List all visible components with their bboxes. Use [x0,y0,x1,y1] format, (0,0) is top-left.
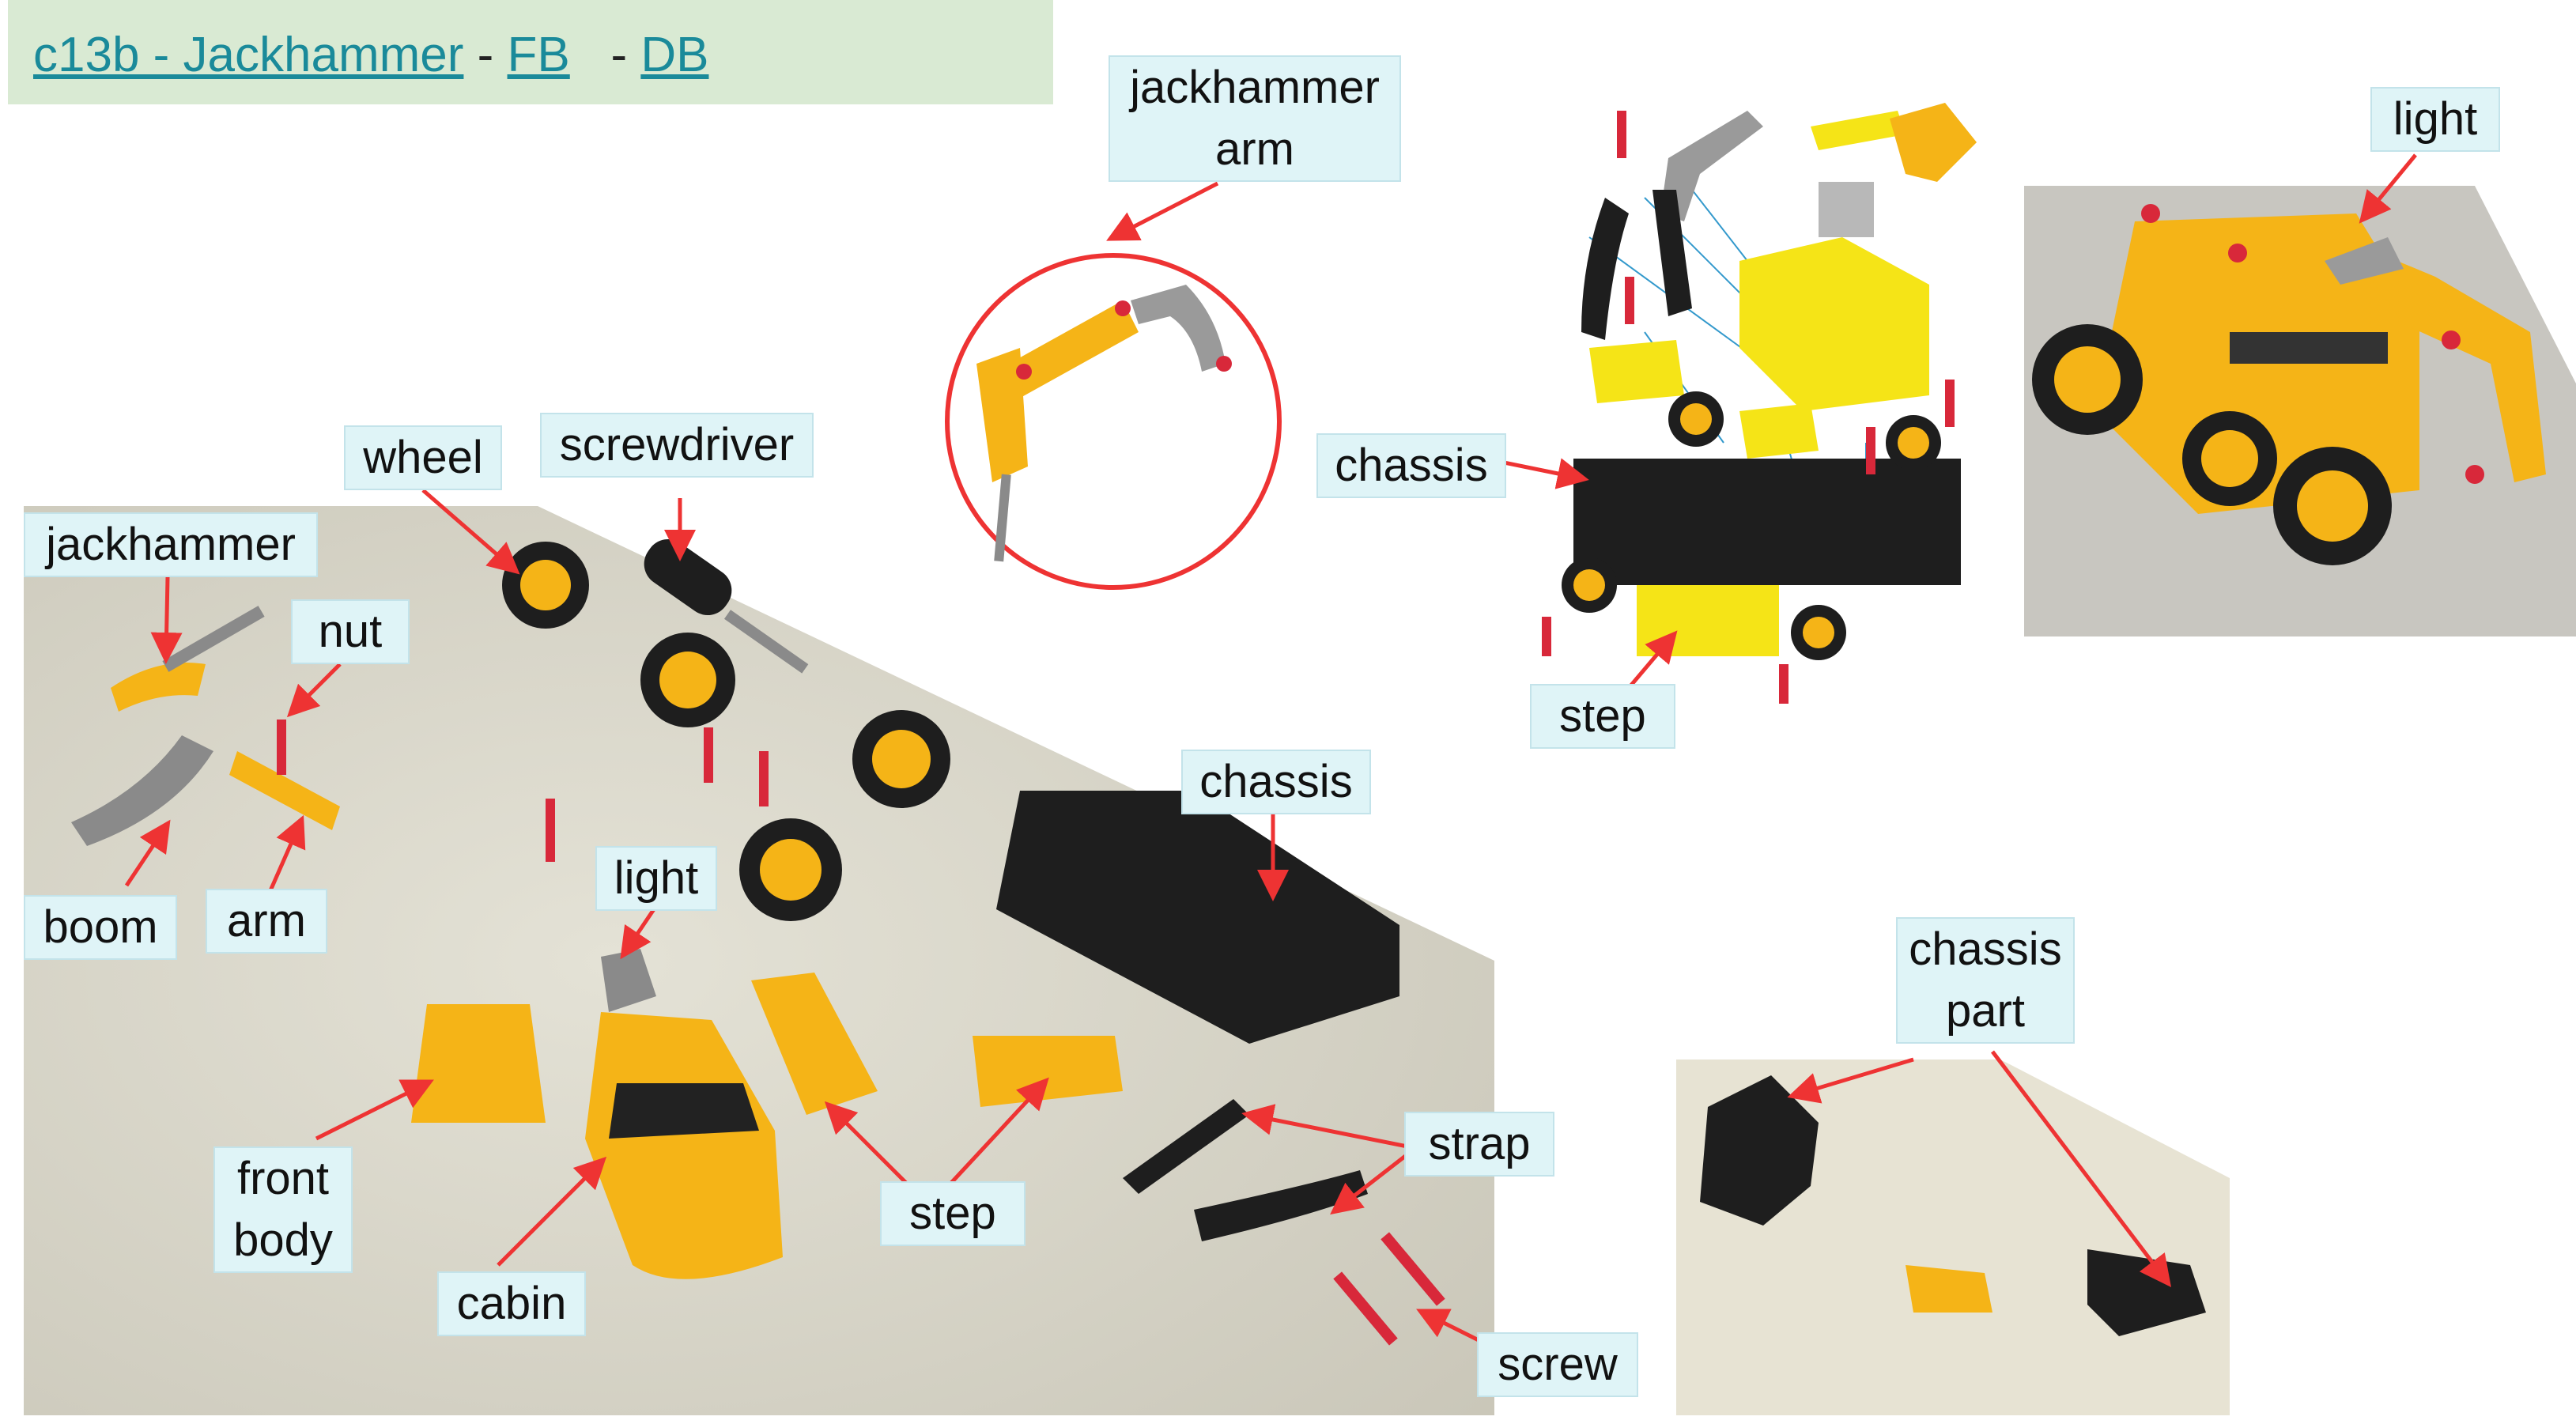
header-bar: c13b - Jackhammer - FB - DB [8,0,1053,104]
label-strap: strap [1404,1112,1554,1177]
fb-link[interactable]: FB [507,28,570,82]
jackhammer-arm-closeup [945,253,1282,590]
label-chassis-part: chassis part [1896,917,2075,1044]
front-body-icon [411,1004,546,1123]
label-wheel: wheel [344,425,502,490]
light-icon [601,949,656,1012]
label-chassis-main: chassis [1181,750,1371,814]
label-step-main: step [880,1181,1025,1246]
chassis-icon [996,791,1399,1044]
header-links: c13b - Jackhammer - FB - DB [33,27,708,83]
title-link[interactable]: c13b - Jackhammer [33,28,464,82]
label-jackhammer: jackhammer [24,512,318,577]
label-jackhammer-arm: jackhammer arm [1109,55,1401,182]
label-line: body [233,1214,333,1266]
label-step-top: step [1530,684,1675,749]
label-front-body: front body [213,1146,353,1273]
exploded-diagram [1542,103,1977,704]
label-nut: nut [291,599,410,664]
assembled-photo [2024,186,2576,636]
label-line: front [236,1153,330,1204]
label-chassis-top: chassis [1316,433,1506,498]
wheel-icon [502,542,950,921]
step-icon [973,1036,1123,1107]
label-screw: screw [1477,1332,1638,1397]
chassis-part-photo [1676,1060,2230,1415]
label-boom: boom [24,895,177,960]
label-line: jackhammer [1130,62,1380,113]
label-screwdriver: screwdriver [540,413,814,478]
label-cabin: cabin [437,1271,586,1336]
step-icon [751,973,878,1115]
label-line: arm [1215,123,1294,175]
callout-arrows [124,153,2417,1347]
label-light-main: light [595,846,717,911]
screw-icon [277,720,1445,1346]
cabin-icon [585,1012,783,1279]
label-line: part [1946,985,2025,1037]
label-line: chassis [1909,924,2062,975]
separator: - [569,28,641,82]
separator: - [463,28,508,82]
parts-photo [24,506,1494,1415]
label-arm: arm [206,889,327,954]
strap-icon [1194,1170,1368,1241]
label-light-top: light [2370,87,2500,152]
strap-icon [1123,1099,1249,1194]
db-link[interactable]: DB [640,28,709,82]
